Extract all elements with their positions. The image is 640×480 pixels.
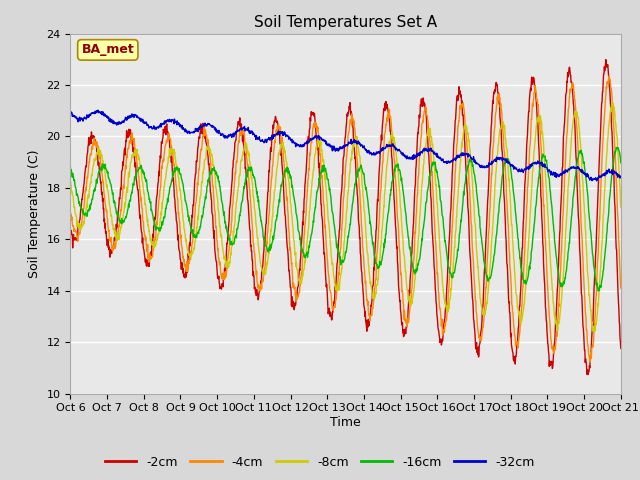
X-axis label: Time: Time — [330, 416, 361, 429]
Y-axis label: Soil Temperature (C): Soil Temperature (C) — [28, 149, 41, 278]
Text: BA_met: BA_met — [81, 43, 134, 56]
Title: Soil Temperatures Set A: Soil Temperatures Set A — [254, 15, 437, 30]
Legend: -2cm, -4cm, -8cm, -16cm, -32cm: -2cm, -4cm, -8cm, -16cm, -32cm — [100, 451, 540, 474]
